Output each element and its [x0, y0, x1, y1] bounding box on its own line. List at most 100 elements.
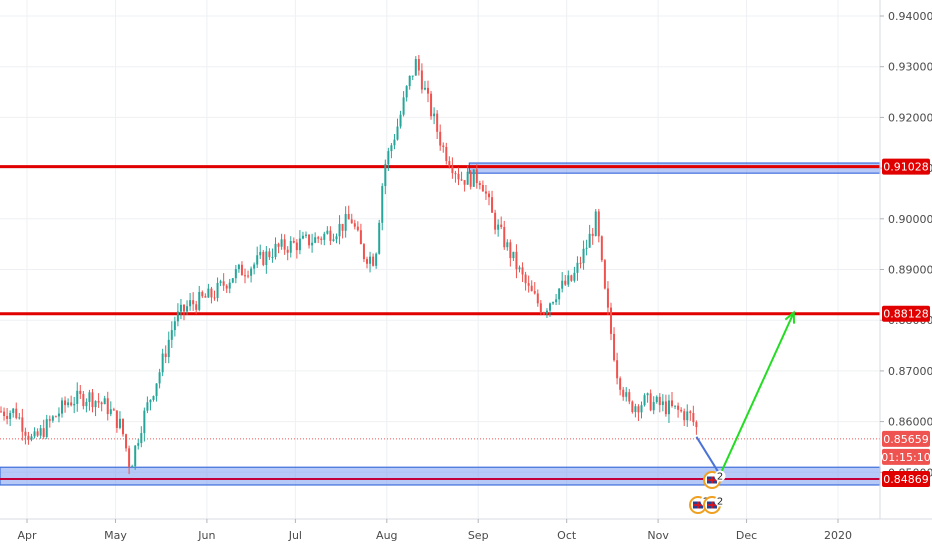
candle-body	[176, 311, 179, 322]
candle-body	[247, 275, 250, 277]
candle-body	[369, 256, 372, 264]
level-price-tag[interactable]: 0.88128	[882, 305, 930, 322]
candle-body	[85, 401, 88, 407]
candle-body	[558, 288, 561, 300]
candle-body	[576, 262, 579, 273]
candle-body	[54, 416, 57, 418]
candle-body	[442, 145, 445, 147]
candle-body	[585, 247, 588, 249]
candle-body	[289, 240, 292, 253]
candle-body	[378, 222, 381, 254]
level-price-tag[interactable]: 0.91028	[882, 158, 930, 175]
candle-body	[384, 164, 387, 187]
candle-body	[118, 418, 121, 428]
time-tick-label: May	[104, 529, 127, 542]
candle-body	[250, 268, 253, 276]
badge-count: 2	[717, 472, 723, 483]
candle-body	[359, 230, 362, 245]
candle-body	[463, 180, 466, 185]
candle-body	[506, 242, 509, 248]
candle-body	[240, 264, 243, 276]
candle-body	[103, 398, 106, 405]
badge-count: 2	[717, 497, 723, 508]
candle-body	[259, 251, 262, 256]
support-price-tag[interactable]: 0.84869	[882, 470, 930, 487]
event-badge[interactable]: 2	[703, 495, 726, 514]
candle-body	[475, 169, 478, 184]
candle-body	[396, 126, 399, 140]
candle-body	[27, 435, 30, 440]
candle-body	[427, 87, 429, 94]
candle-body	[539, 303, 542, 314]
candle-body	[381, 186, 384, 223]
candle-body	[451, 166, 454, 174]
candle-body	[277, 243, 280, 247]
supply-demand-zone[interactable]	[0, 466, 881, 486]
candle-body	[631, 401, 634, 412]
candle-body	[280, 239, 283, 247]
time-tick-label: Sep	[468, 529, 489, 542]
candle-body	[198, 291, 201, 310]
level-price-tag-text: 0.88128	[883, 308, 929, 321]
candle-body	[573, 272, 576, 281]
candle-body	[588, 233, 591, 248]
candle-body	[216, 282, 219, 298]
candle-body	[375, 253, 378, 266]
support-price-tag-text: 0.84869	[883, 473, 929, 486]
candle-body	[51, 416, 54, 421]
candle-body	[521, 267, 524, 275]
candle-body	[503, 227, 506, 248]
candle-body	[140, 433, 143, 444]
candle-body	[61, 400, 63, 414]
candle-body	[448, 161, 451, 167]
candle-body	[439, 131, 442, 146]
candle-body	[320, 238, 323, 240]
candle-body	[6, 416, 9, 419]
candle-body	[600, 236, 603, 261]
forecast-arrow-head	[784, 310, 796, 324]
candle-body	[195, 304, 198, 310]
candle-body	[616, 360, 619, 379]
time-axis[interactable]: Apr May Jun Jul Aug Sep Oct Nov Dec 2020	[0, 518, 932, 542]
candle-body	[213, 297, 216, 299]
candle-body	[155, 383, 158, 397]
price-tick-label: 0.92000	[888, 111, 932, 124]
candle-body	[622, 389, 625, 397]
bar-countdown-tag[interactable]: 01:15:10	[881, 448, 931, 465]
candle-body	[109, 409, 112, 415]
forecast-arrow-line[interactable]	[719, 312, 795, 476]
current-price-tag[interactable]: 0.85659	[882, 430, 930, 447]
candle-body	[530, 285, 533, 292]
candle-body	[170, 330, 173, 340]
candle-body	[15, 408, 18, 418]
candle-body	[292, 240, 295, 243]
candle-body	[314, 237, 317, 243]
candle-body	[533, 291, 536, 294]
candle-body	[579, 262, 582, 264]
candle-body	[173, 321, 176, 331]
candle-body	[652, 402, 655, 411]
candle-body	[445, 146, 448, 162]
candle-body	[70, 402, 73, 406]
candle-body	[9, 413, 12, 419]
bar-countdown-tag-text: 01:15:10	[881, 451, 930, 464]
time-tick-label: Jul	[288, 529, 302, 542]
forecast-drop-leg[interactable]	[695, 436, 721, 476]
levels-layer	[0, 165, 880, 480]
time-tick-label: Nov	[647, 529, 669, 542]
candle-body	[405, 86, 408, 98]
candle-body	[390, 145, 393, 152]
candle-body	[286, 249, 289, 253]
candle-body	[372, 256, 375, 266]
badge-count-bubble	[714, 495, 726, 507]
candle-body	[491, 197, 494, 213]
candle-body	[433, 113, 436, 117]
candle-body	[509, 242, 512, 259]
candle-body	[301, 235, 304, 239]
candle-body	[640, 405, 643, 413]
event-badge[interactable]: 2	[703, 470, 726, 489]
price-tick-label: 0.93000	[888, 61, 932, 74]
candle-body	[152, 396, 155, 400]
candle-body	[253, 264, 256, 269]
